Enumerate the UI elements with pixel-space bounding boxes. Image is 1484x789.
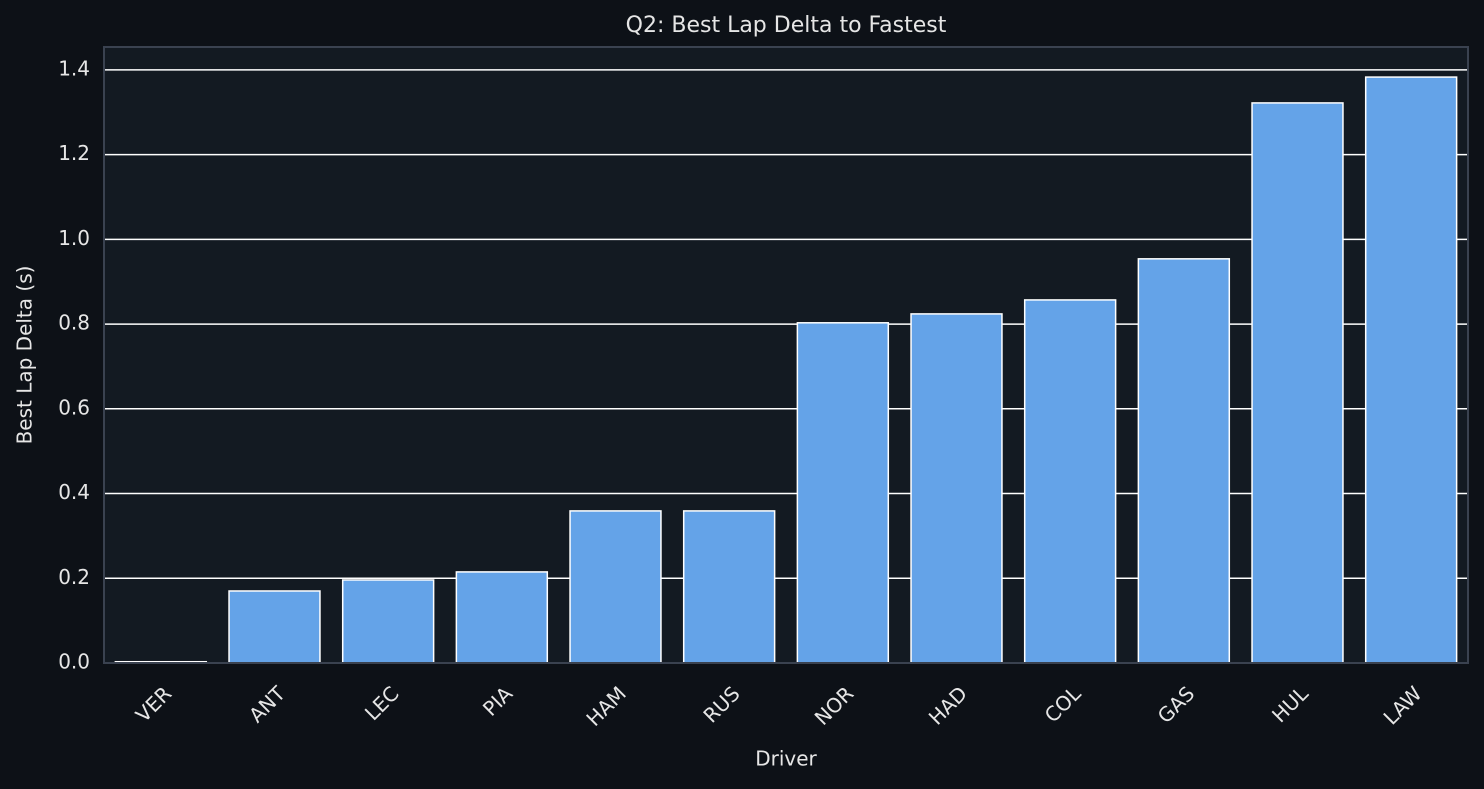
- bar: [910, 313, 1003, 664]
- plot-area: [104, 47, 1468, 663]
- bar: [1251, 102, 1344, 664]
- plot-frame: [103, 46, 1469, 664]
- bar: [1364, 76, 1458, 664]
- chart-title: Q2: Best Lap Delta to Fastest: [626, 13, 947, 38]
- bar: [1137, 258, 1231, 664]
- bar: [796, 322, 890, 664]
- x-axis-label: Driver: [755, 747, 817, 771]
- y-tick-label: 1.0: [58, 226, 90, 250]
- y-tick-label: 0.0: [58, 650, 90, 674]
- bar: [569, 510, 662, 664]
- bar: [682, 510, 776, 664]
- y-tick-label: 0.6: [58, 395, 90, 419]
- y-tick-label: 1.2: [58, 141, 90, 165]
- y-tick-label: 0.8: [58, 311, 90, 335]
- bar: [341, 579, 435, 664]
- y-tick-label: 0.2: [58, 565, 90, 589]
- y-axis-label: Best Lap Delta (s): [13, 266, 37, 445]
- y-tick-label: 0.4: [58, 480, 90, 504]
- bar: [228, 590, 321, 664]
- bar: [1023, 299, 1117, 664]
- y-tick-label: 1.4: [58, 56, 90, 80]
- bar: [455, 571, 549, 664]
